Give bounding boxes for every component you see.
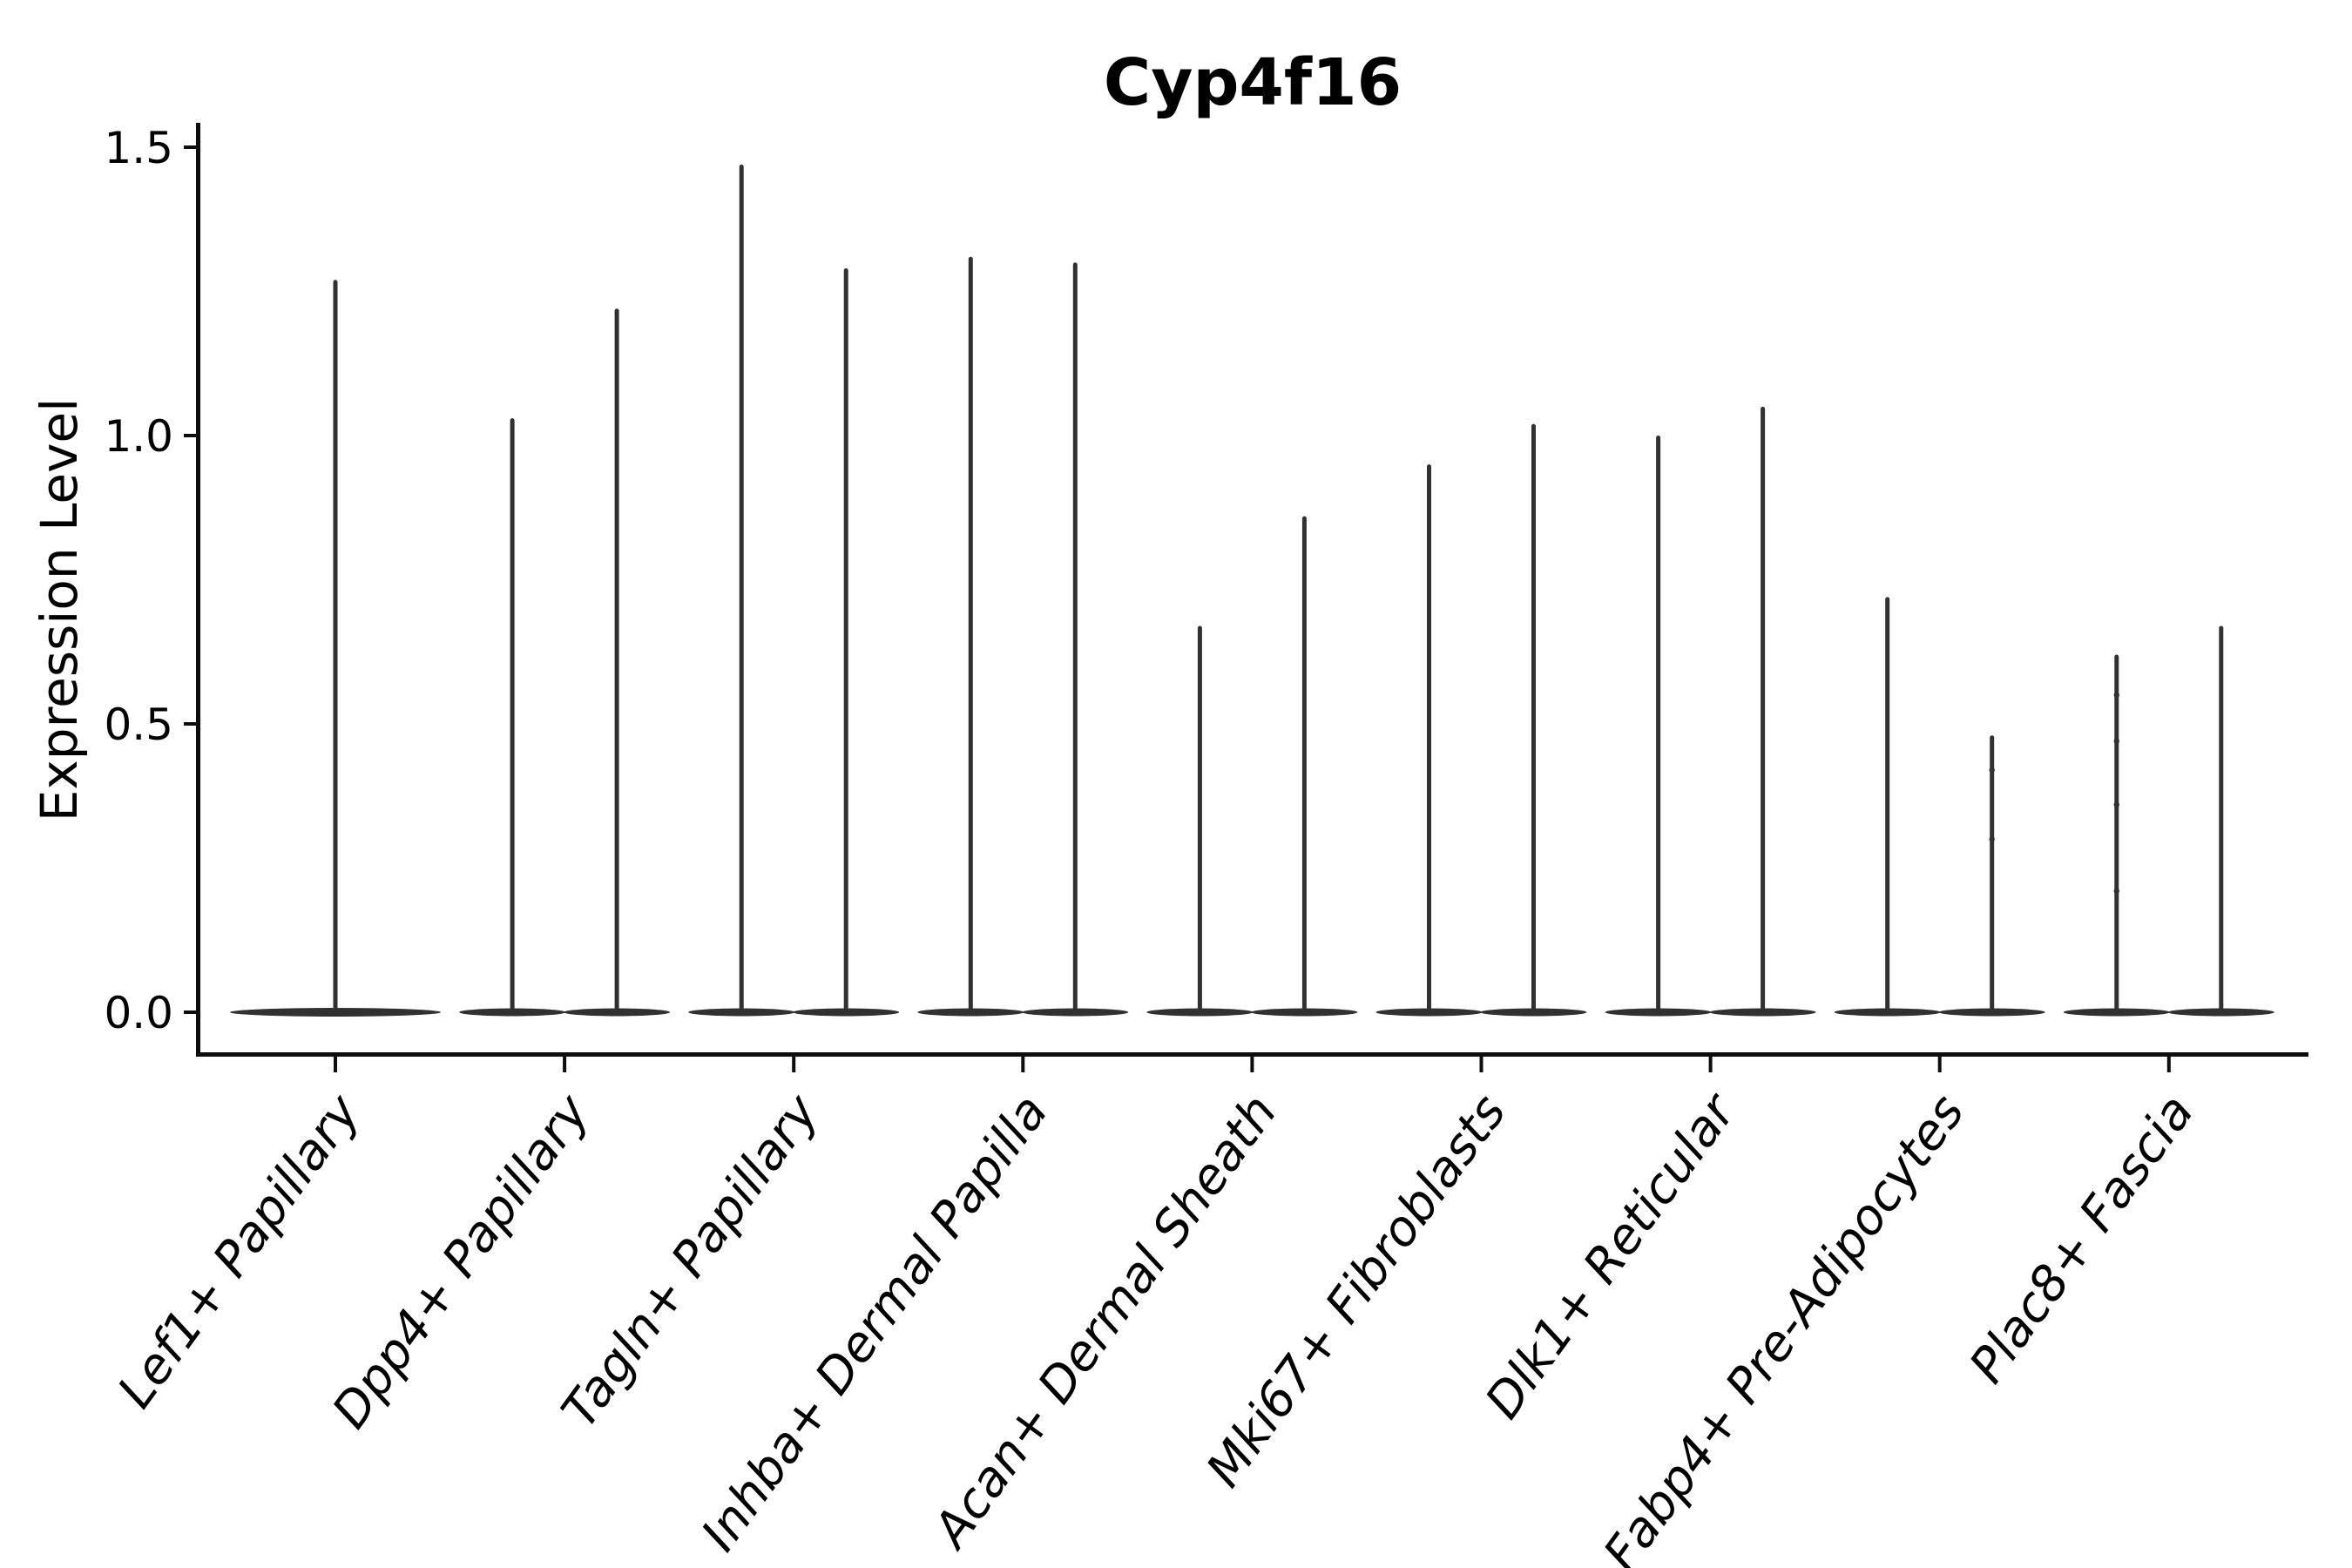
x-tick-label: Dlk1+ Reticular	[1475, 1083, 1748, 1429]
expression-dot	[2113, 738, 2119, 745]
violin-spike	[1531, 423, 1536, 1014]
x-tick-mark	[1021, 1057, 1025, 1072]
violin-spike	[1427, 464, 1431, 1014]
y-tick-mark	[184, 145, 196, 149]
expression-dot	[2113, 888, 2119, 895]
violin-spike	[1990, 735, 1995, 1014]
y-tick-mark	[184, 434, 196, 437]
expression-dot	[2113, 692, 2119, 699]
violin-spike	[2114, 654, 2119, 1014]
y-tick-label: 1.5	[104, 123, 173, 173]
violin-spike	[2219, 625, 2224, 1014]
x-tick-label: Dpp4+ Papillary	[321, 1084, 601, 1438]
y-tick-label: 0.0	[104, 988, 173, 1038]
x-tick-mark	[1250, 1057, 1254, 1072]
violin-spike	[1072, 262, 1078, 1014]
x-tick-mark	[2166, 1057, 2171, 1072]
violin-spike	[1301, 516, 1307, 1014]
x-tick-mark	[334, 1057, 337, 1072]
violin-spike	[1761, 406, 1766, 1014]
violin-spike	[1885, 597, 1890, 1014]
y-tick-label: 1.0	[104, 411, 173, 462]
x-tick-mark	[1479, 1057, 1484, 1072]
expression-dot	[2113, 801, 2119, 808]
violin-spike	[1656, 436, 1661, 1014]
y-tick-label: 0.5	[104, 700, 173, 750]
violin-spike	[333, 280, 338, 1014]
violin-spike	[614, 308, 619, 1014]
x-tick-mark	[1708, 1057, 1713, 1072]
x-tick-label: Plac8+ Fascia	[1959, 1085, 2206, 1394]
violin-spike	[1197, 625, 1202, 1014]
x-tick-mark	[1937, 1057, 1942, 1072]
y-tick-mark	[184, 1010, 196, 1014]
x-tick-label: Lef1+ Papillary	[107, 1084, 372, 1418]
x-tick-mark	[563, 1057, 567, 1072]
y-tick-mark	[184, 722, 196, 726]
y-axis-title: Expression Level	[30, 397, 89, 822]
x-axis-spine	[196, 1052, 2308, 1057]
x-tick-mark	[792, 1057, 796, 1072]
expression-dot	[1989, 836, 1995, 842]
y-axis-spine	[196, 123, 200, 1057]
expression-dot	[1989, 767, 1995, 774]
violin-spike	[968, 256, 973, 1014]
violin-spike	[739, 164, 744, 1015]
x-tick-label: Tagln+ Papillary	[551, 1084, 830, 1438]
violin-spike	[510, 418, 515, 1014]
violin-spike	[843, 268, 848, 1014]
chart-title: Cyp4f16	[1103, 45, 1402, 120]
